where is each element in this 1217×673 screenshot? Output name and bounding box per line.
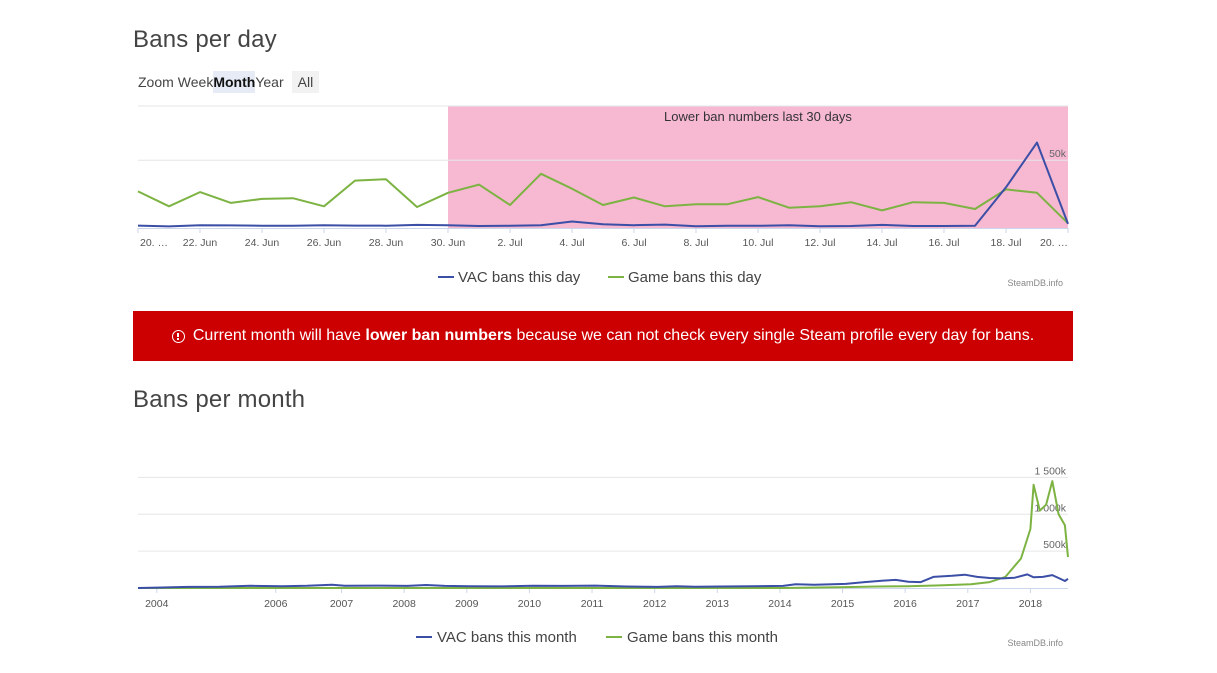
x-tick-label: 2011 bbox=[581, 598, 604, 610]
x-tick-label: 28. Jun bbox=[369, 237, 404, 249]
day-chart-title: Bans per day bbox=[133, 26, 277, 53]
legend-item-vac[interactable]: VAC bans this month bbox=[437, 629, 577, 646]
x-tick-label: 30. Jun bbox=[431, 237, 466, 249]
x-tick-label: 22. Jun bbox=[183, 237, 218, 249]
zoom-all-button[interactable]: All bbox=[291, 71, 320, 93]
x-tick-label: 24. Jun bbox=[245, 237, 280, 249]
series-line-vac bbox=[137, 573, 1069, 589]
credit-label: SteamDB.info bbox=[1007, 278, 1063, 288]
x-tick-label: 2007 bbox=[330, 598, 354, 610]
x-tick-label: 6. Jul bbox=[621, 237, 646, 249]
month-chart-title: Bans per month bbox=[133, 386, 306, 413]
credit-label: SteamDB.info bbox=[1007, 638, 1063, 648]
zoom-month-button[interactable]: Month bbox=[213, 71, 256, 93]
x-tick-label: 2006 bbox=[264, 598, 288, 610]
series-line-game bbox=[137, 172, 1069, 225]
x-tick-label: 2012 bbox=[643, 598, 667, 610]
zoom-label: Zoom bbox=[138, 74, 174, 90]
x-tick-label: 2014 bbox=[768, 598, 792, 610]
y-tick-label: 500k bbox=[1043, 539, 1067, 551]
warning-banner: Current month will have lower ban number… bbox=[133, 311, 1073, 361]
x-tick-label: 2009 bbox=[455, 598, 479, 610]
zoom-year-button[interactable]: Year bbox=[255, 74, 284, 90]
zoom-week-button[interactable]: Week bbox=[177, 74, 214, 90]
banner-text-after: because we can not check every single St… bbox=[512, 327, 1035, 344]
zoom-selector: Zoom Week Month Year All bbox=[138, 71, 320, 93]
x-tick-label: 2013 bbox=[706, 598, 730, 610]
x-tick-label: 18. Jul bbox=[991, 237, 1022, 249]
x-tick-label: 2. Jul bbox=[497, 237, 522, 249]
x-tick-label: 26. Jun bbox=[307, 237, 342, 249]
x-tick-label: 2016 bbox=[893, 598, 917, 610]
x-tick-label: 12. Jul bbox=[805, 237, 836, 249]
x-tick-label: 2018 bbox=[1019, 598, 1043, 610]
x-tick-label: 10. Jul bbox=[743, 237, 774, 249]
y-tick-label: 50k bbox=[1049, 148, 1067, 160]
legend-item-game[interactable]: Game bans this month bbox=[627, 629, 778, 646]
x-tick-label: 16. Jul bbox=[929, 237, 960, 249]
y-tick-label: 1 500k bbox=[1034, 465, 1066, 477]
x-tick-label: 20. … bbox=[1040, 237, 1068, 249]
x-tick-label: 2010 bbox=[518, 598, 542, 610]
x-tick-label: 8. Jul bbox=[683, 237, 708, 249]
x-tick-label: 4. Jul bbox=[559, 237, 584, 249]
exclamation-circle-icon bbox=[171, 329, 185, 343]
legend-item-game[interactable]: Game bans this day bbox=[628, 269, 762, 286]
x-tick-label: 2015 bbox=[831, 598, 855, 610]
plot-band-label: Lower ban numbers last 30 days bbox=[664, 109, 852, 124]
banner-text-bold: lower ban numbers bbox=[365, 327, 513, 344]
x-tick-label: 2008 bbox=[392, 598, 416, 610]
series-line-vac bbox=[137, 141, 1069, 228]
banner-text-before: Current month will have bbox=[192, 327, 366, 344]
legend-item-vac[interactable]: VAC bans this day bbox=[458, 269, 581, 286]
x-tick-label: 14. Jul bbox=[867, 237, 898, 249]
day-chart: Lower ban numbers last 30 days 50k 20. … 22… bbox=[137, 105, 1069, 288]
series-line-game bbox=[138, 480, 1069, 589]
x-tick-label: 2017 bbox=[956, 598, 980, 610]
x-tick-label: 20. … bbox=[140, 237, 168, 249]
y-tick-label: 1 000k bbox=[1034, 502, 1066, 514]
x-tick-label: 2004 bbox=[145, 598, 169, 610]
